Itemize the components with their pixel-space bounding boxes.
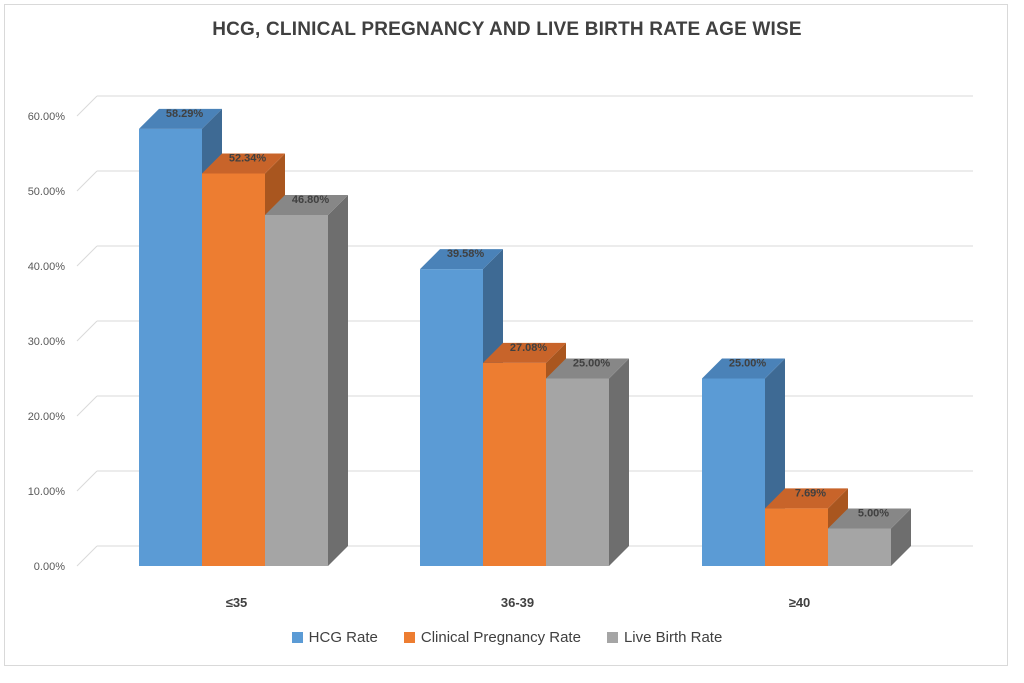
data-label: 25.00% xyxy=(729,358,767,370)
bar xyxy=(265,215,328,566)
data-label: 46.80% xyxy=(292,194,330,206)
chart-title: HCG, CLINICAL PREGNANCY AND LIVE BIRTH R… xyxy=(212,19,802,40)
bar xyxy=(139,128,202,566)
legend-label: Clinical Pregnancy Rate xyxy=(420,629,581,646)
x-tick-label: ≥40 xyxy=(789,595,811,610)
chart-frame: HCG, CLINICAL PREGNANCY AND LIVE BIRTH R… xyxy=(4,4,1008,666)
legend-item: HCG Rate xyxy=(291,629,378,646)
y-tick-label: 30.00% xyxy=(28,336,66,348)
bar xyxy=(202,173,265,566)
bar-top xyxy=(265,195,348,215)
bar xyxy=(765,508,828,566)
gridline-diag xyxy=(76,320,98,342)
bar-top xyxy=(546,358,629,379)
y-tick-label: 20.00% xyxy=(28,411,66,423)
data-label: 5.00% xyxy=(858,508,889,520)
gridline-diag xyxy=(76,395,98,417)
bar xyxy=(702,378,765,566)
bar-top xyxy=(702,358,785,379)
x-tick-label: 36-39 xyxy=(501,595,534,610)
bar-top xyxy=(483,342,566,363)
gridline-diag xyxy=(76,170,98,192)
gridline-diag xyxy=(76,245,98,267)
bar xyxy=(420,269,483,566)
y-tick-label: 0.00% xyxy=(34,561,65,573)
y-tick-label: 50.00% xyxy=(28,186,66,198)
data-label: 25.00% xyxy=(573,358,611,370)
legend-item: Live Birth Rate xyxy=(606,629,723,646)
data-label: 27.08% xyxy=(510,342,548,354)
bar-top xyxy=(828,508,911,529)
x-tick-label: ≤35 xyxy=(226,595,248,610)
chart-legend: HCG Rate Clinical Pregnancy Rate Live Birt… xyxy=(5,629,1009,646)
data-label: 52.34% xyxy=(229,152,267,164)
bar-top xyxy=(202,153,285,174)
bar-top xyxy=(139,108,222,129)
legend-swatch xyxy=(291,632,303,643)
bar-top xyxy=(420,249,503,270)
bar xyxy=(483,362,546,566)
data-label: 58.29% xyxy=(166,108,204,120)
legend-swatch xyxy=(403,632,415,643)
gridline-diag xyxy=(76,95,98,117)
data-label: 7.69% xyxy=(795,487,826,499)
bar xyxy=(828,528,891,566)
chart-plot: 0.00% 10.00% 20.00% 30.00% 40.00% 50.00% 60.00… xyxy=(28,95,973,610)
bar-side xyxy=(609,358,629,566)
gridline-diag xyxy=(76,470,98,492)
y-tick-label: 60.00% xyxy=(28,111,66,123)
y-tick-label: 40.00% xyxy=(28,261,66,273)
gridline-diag xyxy=(76,545,98,567)
legend-item: Clinical Pregnancy Rate xyxy=(403,629,581,646)
bar-top xyxy=(765,488,848,509)
legend-label: HCG Rate xyxy=(308,629,378,646)
legend-label: Live Birth Rate xyxy=(623,629,723,646)
y-tick-label: 10.00% xyxy=(28,486,66,498)
data-label: 39.58% xyxy=(447,248,485,260)
bar xyxy=(546,378,609,566)
legend-swatch xyxy=(606,632,618,643)
bar-side xyxy=(328,195,348,566)
bar-side xyxy=(891,508,911,566)
